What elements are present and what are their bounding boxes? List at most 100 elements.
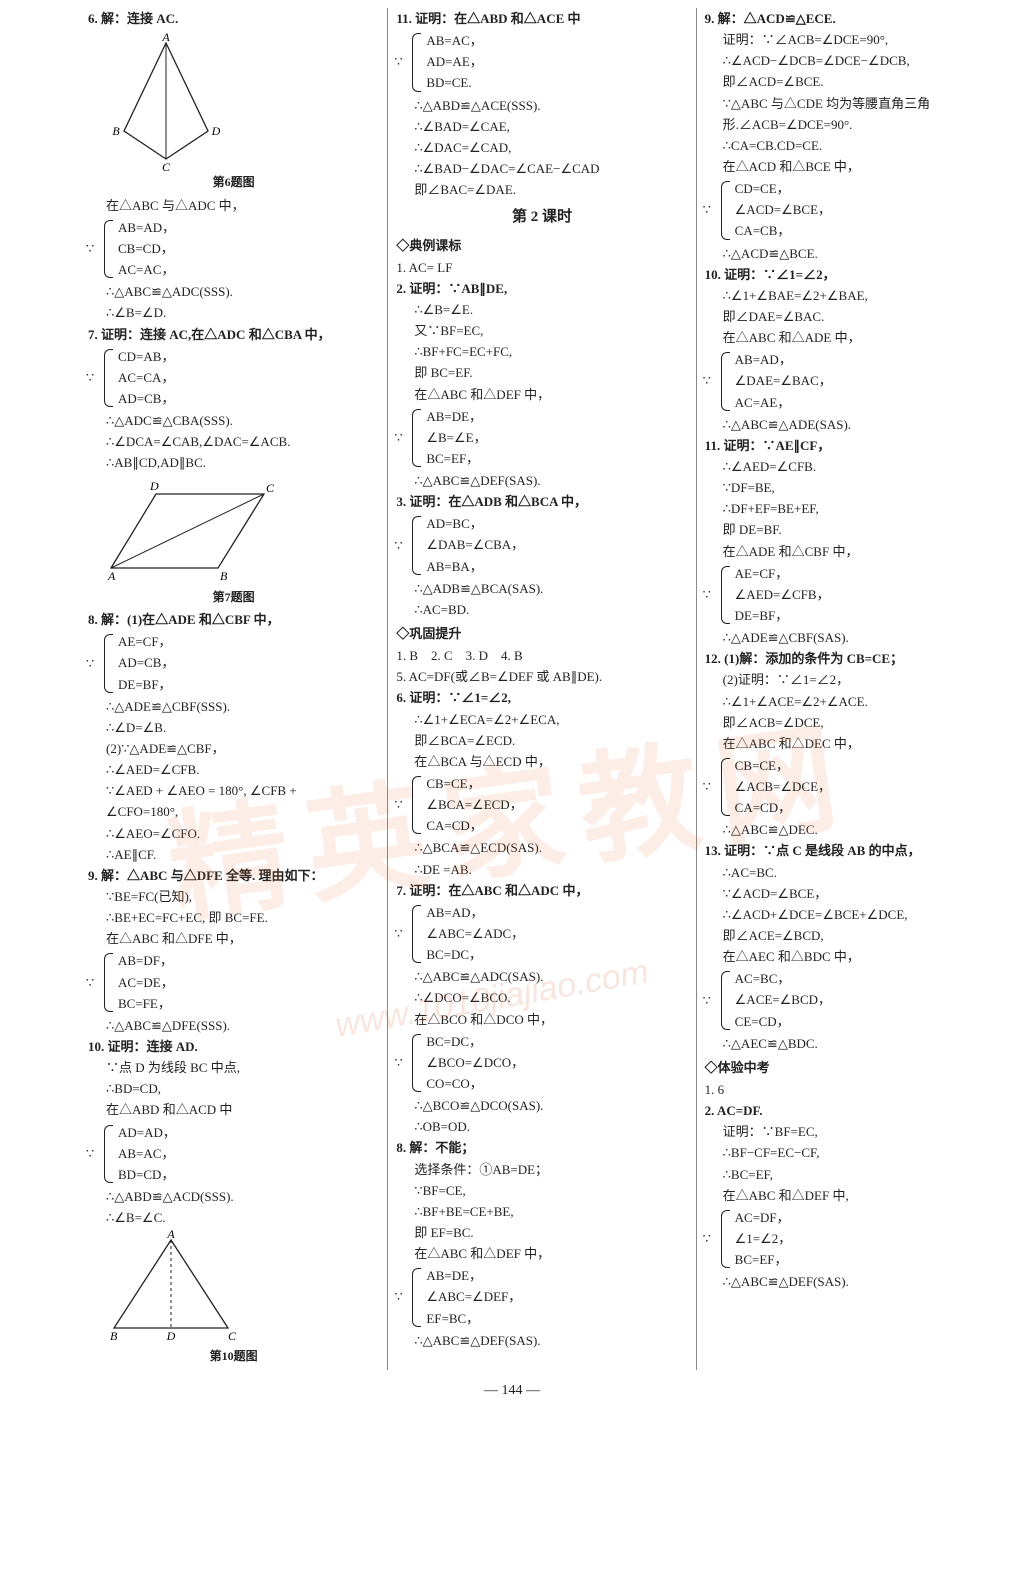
text-line: ∠DAE=∠BAC， [735,371,996,391]
text-line: AB=DF， [118,951,379,971]
text-line: ∴BF−CF=EC−CF, [705,1143,996,1163]
svg-text:D: D [149,479,159,493]
text-line: AD=AE， [426,52,687,72]
text-line: ∴∠AEO=∠CFO. [88,824,379,844]
text-line: CO=CO， [426,1074,687,1094]
text-line: 在△ABC 和△DEF 中, [705,1186,996,1206]
svg-text:C: C [228,1329,237,1343]
brace-group: ∵ AB=DF， AC=DE， BC=FE， [88,951,379,1013]
brace-group: ∵ AE=CF， ∠AED=∠CFB， DE=BF， [705,564,996,626]
text-line: AB=DE， [426,1266,687,1286]
text-line: AC=BC， [735,969,996,989]
text-line: ∠ACD=∠BCE， [735,200,996,220]
svg-text:A: A [161,31,170,44]
text-line: 1. B 2. C 3. D 4. B [396,646,687,666]
text-line: 2. 证明：∵AB∥DE, [396,279,687,299]
text-line: 6. 证明：∵∠1=∠2, [396,688,687,708]
text-line: ∠CFO=180°, [88,802,379,822]
text-line: AE=CF， [735,564,996,584]
text-line: ∵BE=FC(已知), [88,887,379,907]
text-line: ∴△ABC≌△DEF(SAS). [396,1331,687,1351]
text-line: AC=CA， [118,368,379,388]
text-line: AD=AD， [118,1123,379,1143]
text-line: 在△ADE 和△CBF 中， [705,542,996,562]
brace-group: ∵ AB=AD， ∠DAE=∠BAC， AC=AE， [705,350,996,412]
text-line: 5. AC=DF(或∠B=∠DEF 或 AB∥DE). [396,667,687,687]
text-line: 8. 解：不能； [396,1138,687,1158]
text-line: 即 DE=BF. [705,520,996,540]
text-line: CB=CE， [735,756,996,776]
brace-group: ∵ AC=DF， ∠1=∠2， BC=EF， [705,1208,996,1270]
text-line: DE=BF， [735,606,996,626]
text-line: ∴△ABC≌△DEF(SAS). [705,1272,996,1292]
text-line: ∴∠1+∠ECA=∠2+∠ECA, [396,710,687,730]
svg-text:C: C [266,481,275,495]
text-line: ∴AB∥CD,AD∥BC. [88,453,379,473]
text-line: ∠AED=∠CFB， [735,585,996,605]
text-line: 在△ABC 和△DFE 中， [88,929,379,949]
text-line: 即∠BCA=∠ECD. [396,731,687,751]
page-number: — 144 — [0,1380,1024,1402]
r12-head: 12. (1)解：添加的条件为 CB=CE； [705,649,996,669]
text-line: ∠BCA=∠ECD， [426,795,687,815]
text-line: CA=CD， [735,798,996,818]
text-line: ∴△ADC≌△CBA(SSS). [88,411,379,431]
q7-head: 7. 证明：连接 AC,在△ADC 和△CBA 中， [88,325,379,345]
section-dianxing: ◇典例课标 [396,236,687,256]
text-line: 即∠DAE=∠BAC. [705,307,996,327]
text-line: 在△BCO 和△DCO 中， [396,1010,687,1030]
text-line: ∴△ACD≌△BCE. [705,244,996,264]
text-line: ∴BF+BE=CE+BE, [396,1202,687,1222]
section-tiyan: ◇体验中考 [705,1058,996,1078]
text-line: ∴△ADE≌△CBF(SSS). [88,697,379,717]
text-line: 1. AC= LF [396,258,687,278]
figure-6-kite: A B C D [96,31,236,171]
text-line: AB=AD， [118,218,379,238]
brace-group: ∵ CD=AB， AC=CA， AD=CB， [88,347,379,409]
brace-group: ∵ BC=DC， ∠BCO=∠DCO， CO=CO， [396,1032,687,1094]
svg-text:D: D [166,1329,176,1343]
brace-group: ∵ CB=CE， ∠BCA=∠ECD， CA=CD， [396,774,687,836]
text-line: BC=FE， [118,994,379,1014]
text-line: 3. 证明：在△ADB 和△BCA 中， [396,492,687,512]
svg-text:B: B [112,124,120,138]
text-line: AE=CF， [118,632,379,652]
text-line: 即 EF=BC. [396,1223,687,1243]
text-line: BD=CD， [118,1165,379,1185]
figure-10-triangle: A B D C [96,1230,246,1345]
text-line: ∠1=∠2， [735,1229,996,1249]
text-line: ∴∠1+∠ACE=∠2+∠ACE. [705,692,996,712]
brace-group: ∵ AB=AC， AD=AE， BD=CE. [396,31,687,93]
text-line: ∴AE∥CF. [88,845,379,865]
text-line: ∴BC=EF, [705,1165,996,1185]
text-line: ∵点 D 为线段 BC 中点, [88,1058,379,1078]
text-line: 在△BCA 与△ECD 中， [396,752,687,772]
text-line: 7. 证明：在△ABC 和△ADC 中， [396,881,687,901]
r10-head: 10. 证明：∵∠1=∠2， [705,265,996,285]
text-line: ∵DF=BE, [705,478,996,498]
text-line: ∵△ABC 与△CDE 均为等腰直角三角 [705,94,996,114]
text-line: AC=DE， [118,973,379,993]
text-line: ∴∠AED=∠CFB. [88,760,379,780]
text-line: AB=DE， [426,407,687,427]
text-line: (2)∵△ADE≌△CBF， [88,739,379,759]
text-line: BC=EF， [735,1250,996,1270]
text-line: 2. AC=DF. [705,1101,996,1121]
text-line: 即∠ACD=∠BCE. [705,72,996,92]
text-line: ∴△BCO≌△DCO(SAS). [396,1096,687,1116]
text-line: ∴AC=BD. [396,600,687,620]
text-line: ∴△AEC≌△BDC. [705,1034,996,1054]
text-line: AB=AD， [735,350,996,370]
q10-head: 10. 证明：连接 AD. [88,1037,379,1057]
text-line: 证明：∵BF=EC, [705,1122,996,1142]
text-line: AD=CB， [118,389,379,409]
lesson-2-title: 第 2 课时 [396,206,687,229]
text-line: BC=DC， [426,1032,687,1052]
text-line: ∴△ABC≌△ADC(SSS). [88,282,379,302]
text-line: ∴DF+EF=BE+EF, [705,499,996,519]
text-line: ∴∠BAD−∠DAC=∠CAE−∠CAD [396,159,687,179]
text-line: 在△ABD 和△ACD 中 [88,1100,379,1120]
text-line: ∠BCO=∠DCO， [426,1053,687,1073]
text-line: ∴△ABC≌△DEF(SAS). [396,471,687,491]
text-line: AC=DF， [735,1208,996,1228]
